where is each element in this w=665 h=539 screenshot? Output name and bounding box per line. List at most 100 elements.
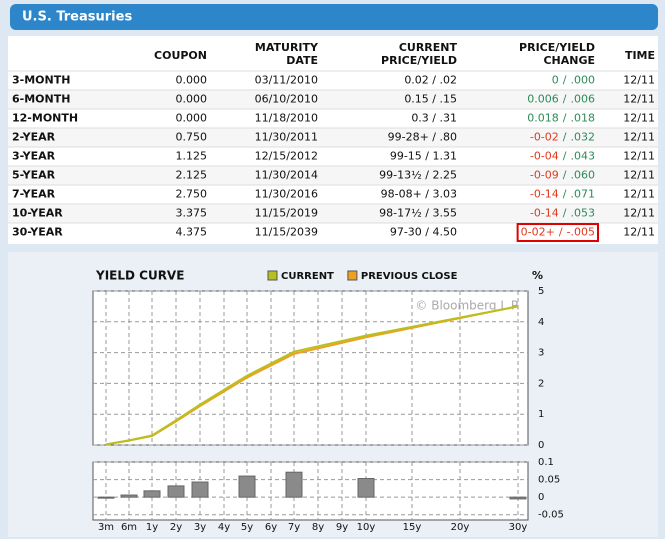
change-separator: / (563, 150, 567, 163)
maturity: 12/15/2012 (255, 150, 318, 163)
x-tick-label: 8y (312, 522, 324, 533)
column-header: COUPON (154, 49, 207, 62)
price-yield-change: -0-14 / .071 (530, 188, 595, 201)
price-yield-change: -0-02 / .032 (530, 131, 595, 144)
column-header: PRICE/YIELD (519, 41, 595, 54)
row-background (8, 109, 658, 128)
row-background (8, 204, 658, 223)
price-yield-change: -0-14 / .053 (530, 207, 595, 220)
time: 12/11 (623, 74, 655, 87)
row-label: 10-YEAR (12, 207, 63, 220)
change-bar (509, 496, 527, 500)
legend-swatch (267, 270, 278, 281)
y-tick-label: 0 (538, 440, 544, 451)
y-unit-label: % (532, 269, 543, 282)
price-change: 0.006 (527, 93, 559, 106)
coupon: 4.375 (176, 226, 208, 239)
row-label: 6-MONTH (12, 93, 70, 106)
y-tick-label: 1 (538, 409, 544, 420)
x-tick-label: 15y (403, 522, 422, 533)
price-yield-change: 0.018 / .018 (527, 112, 595, 125)
price-yield-change: 0-02+ / -.005 (521, 226, 595, 239)
row-label: 5-YEAR (12, 169, 56, 182)
current-price-yield: 99-13½ / 2.25 (379, 169, 457, 182)
price-change: -0-14 (530, 207, 559, 220)
row-background (8, 223, 658, 242)
current-price-yield: 0.02 / .02 (404, 74, 457, 87)
row-label: 12-MONTH (12, 112, 78, 125)
maturity: 11/15/2019 (255, 207, 318, 220)
row-background (8, 128, 658, 147)
coupon: 1.125 (176, 150, 208, 163)
time: 12/11 (623, 188, 655, 201)
x-tick-label: 3y (194, 522, 206, 533)
price-change: 0 (552, 74, 559, 87)
header-title: U.S. Treasuries (22, 10, 132, 25)
row-label: 30-YEAR (12, 226, 63, 239)
y-tick-label: 4 (538, 317, 544, 328)
y-tick-label: 0.1 (538, 457, 554, 468)
y-tick-label: 2 (538, 378, 544, 389)
yield-change: .053 (571, 207, 596, 220)
coupon: 2.750 (176, 188, 208, 201)
row-background (8, 166, 658, 185)
y-tick-label: 0.05 (538, 475, 560, 486)
change-separator: / (563, 74, 567, 87)
coupon: 3.375 (176, 207, 208, 220)
x-tick-label: 10y (357, 522, 376, 533)
row-label: 2-YEAR (12, 131, 56, 144)
coupon: 0.750 (176, 131, 208, 144)
maturity: 11/30/2016 (255, 188, 318, 201)
column-header: CURRENT (399, 41, 458, 54)
coupon: 0.000 (176, 74, 208, 87)
chart-title: YIELD CURVE (95, 269, 184, 283)
change-separator: / (563, 207, 567, 220)
change-bar (120, 494, 138, 498)
header-bar (10, 4, 658, 30)
price-change: -0-14 (530, 188, 559, 201)
price-yield-change: -0-04 / .043 (530, 150, 595, 163)
legend-label: CURRENT (281, 271, 334, 282)
price-change: -0-09 (530, 169, 559, 182)
change-separator: / (563, 169, 567, 182)
yield-change: .060 (571, 169, 596, 182)
current-price-yield: 0.3 / .31 (411, 112, 457, 125)
time: 12/11 (623, 169, 655, 182)
series-line (105, 305, 519, 446)
price-change: -0-02 (530, 131, 559, 144)
price-change: -0-04 (530, 150, 559, 163)
change-bar (97, 496, 115, 499)
row-background (8, 71, 658, 90)
column-header: CHANGE (543, 54, 595, 67)
row-label: 7-YEAR (12, 188, 56, 201)
current-price-yield: 99-15 / 1.31 (390, 150, 457, 163)
column-header: MATURITY (255, 41, 319, 54)
time: 12/11 (623, 112, 655, 125)
current-price-yield: 0.15 / .15 (404, 93, 457, 106)
coupon: 2.125 (176, 169, 208, 182)
current-price-yield: 97-30 / 4.50 (390, 226, 457, 239)
x-tick-label: 2y (170, 522, 182, 533)
price-yield-change: -0-09 / .060 (530, 169, 595, 182)
current-price-yield: 99-28+ / .80 (388, 131, 457, 144)
change-bar (357, 478, 375, 498)
highlight-box (516, 223, 599, 242)
y-tick-label: -0.05 (538, 510, 564, 521)
x-tick-label: 9y (336, 522, 348, 533)
x-tick-label: 20y (451, 522, 470, 533)
current-price-yield: 98-17½ / 3.55 (379, 207, 457, 220)
row-background (8, 147, 658, 166)
coupon: 0.000 (176, 112, 208, 125)
price-change: 0.018 (527, 112, 559, 125)
x-tick-label: 30y (509, 522, 528, 533)
yield-change: .043 (571, 150, 596, 163)
x-tick-label: 5y (241, 522, 253, 533)
price-yield-change: 0.006 / .006 (527, 93, 595, 106)
yield-change: .071 (571, 188, 596, 201)
time: 12/11 (623, 226, 655, 239)
yield-change: -.005 (567, 226, 595, 239)
change-bar (191, 481, 209, 498)
maturity: 11/18/2010 (255, 112, 318, 125)
y-tick-label: 3 (538, 348, 544, 359)
